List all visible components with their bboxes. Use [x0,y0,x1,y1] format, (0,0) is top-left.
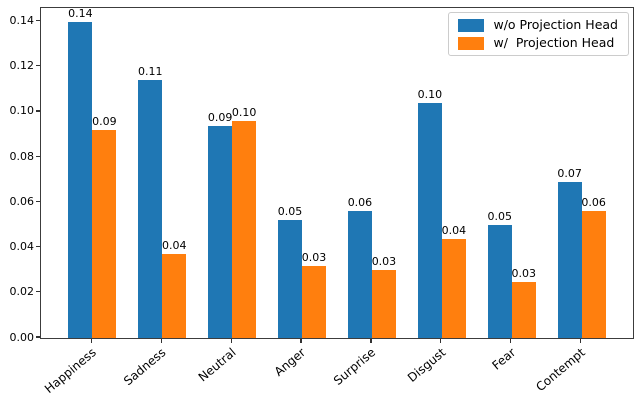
bar-value-label: 0.06 [347,196,373,210]
bar-value-label: 0.04 [162,239,187,253]
bar-neutral-with-ph [232,121,257,338]
y-tick-label: 0.14 [9,14,35,28]
x-tick-label-contempt: Contempt [533,345,588,395]
bar-surprise-without-ph [347,211,372,338]
y-tick-label: 0.12 [9,59,35,73]
x-tick-label-neutral: Neutral [195,345,239,385]
y-tick-mark [36,245,40,248]
bar-sadness-with-ph [162,254,187,338]
x-tick-mark [160,338,162,343]
x-tick-label-surprise: Surprise [331,345,379,388]
bar-value-label: 0.11 [138,65,163,79]
bar-value-label: 0.04 [441,223,467,237]
bar-disgust-with-ph [441,238,466,338]
bar-group-fear: 0.05 0.03 [487,8,536,338]
y-tick-mark [36,65,40,67]
bar-group-disgust: 0.10 0.04 [418,8,466,338]
y-tick-label: 0.10 [9,104,35,118]
x-tick-label-fear: Fear [489,345,519,373]
y-tick-label: 0.08 [9,149,35,163]
bar-happiness-without-ph [68,21,93,338]
x-tick-label-disgust: Disgust [404,345,449,385]
bar-group-anger: 0.05 0.03 [278,8,326,338]
bar-value-label: 0.05 [277,205,303,219]
bar-value-label: 0.06 [581,196,606,210]
bar-contempt-with-ph [581,211,606,338]
bars-layer: 0.14 0.09 0.11 0.04 0.09 0.10 0.05 0.03 0.06 0.03… [41,6,633,338]
x-tick-mark [580,338,582,343]
bar-value-label: 0.03 [371,255,397,269]
x-tick-label-anger: Anger [272,345,309,379]
x-tick-mark [300,338,302,343]
x-tick-mark [230,338,232,343]
x-tick-mark [370,338,372,343]
x-tick-mark [90,338,92,343]
bar-group-happiness: 0.14 0.09 [68,6,117,338]
y-tick-mark [36,110,40,112]
bar-group-neutral: 0.09 0.10 [208,8,256,338]
bar-anger-without-ph [278,220,303,338]
chart-legend: w/o Projection Head w/ Projection Head [448,12,629,56]
legend-item-without-projection-head: w/o Projection Head [458,18,618,32]
bar-disgust-without-ph [417,102,442,338]
bar-group-contempt: 0.07 0.06 [557,8,606,338]
y-tick-label: 0.06 [9,194,35,208]
y-tick-label: 0.00 [9,330,35,344]
bar-value-label: 0.09 [207,110,233,124]
bar-value-label: 0.10 [231,106,257,120]
x-tick-label-sadness: Sadness [121,345,169,389]
y-tick-mark [36,291,40,293]
y-tick-mark [36,155,40,157]
bar-value-label: 0.14 [68,6,93,20]
x-tick-mark [510,338,512,343]
bar-value-label: 0.07 [557,167,582,181]
bar-value-label: 0.03 [511,266,536,280]
bar-neutral-without-ph [208,125,233,338]
bar-contempt-without-ph [557,182,582,338]
y-tick-label: 0.04 [9,240,35,254]
bar-fear-without-ph [487,225,512,338]
y-tick-label: 0.02 [9,285,35,299]
bar-sadness-without-ph [138,80,163,338]
legend-swatch-blue [458,18,485,32]
legend-label: w/ Projection Head [493,35,615,50]
bar-group-sadness: 0.11 0.04 [138,8,187,338]
bar-fear-with-ph [511,281,536,338]
y-tick-mark [36,19,40,22]
bar-group-surprise: 0.06 0.03 [348,8,396,338]
y-tick-mark [36,336,40,338]
legend-item-with-projection-head: w/ Projection Head [458,36,618,50]
x-tick-label-happiness: Happiness [41,345,99,397]
legend-label: w/o Projection Head [493,17,618,32]
x-tick-mark [440,338,442,343]
plot-area: 0.14 0.09 0.11 0.04 0.09 0.10 0.05 0.03 0.06 0.03… [40,7,634,339]
bar-value-label: 0.09 [92,115,117,129]
bar-value-label: 0.05 [487,210,512,223]
legend-swatch-orange [458,36,485,50]
bar-surprise-with-ph [371,270,396,338]
y-tick-mark [36,200,40,202]
bar-happiness-with-ph [92,130,117,338]
bar-value-label: 0.03 [301,250,327,264]
bar-anger-with-ph [302,265,327,338]
bar-value-label: 0.10 [417,87,443,101]
